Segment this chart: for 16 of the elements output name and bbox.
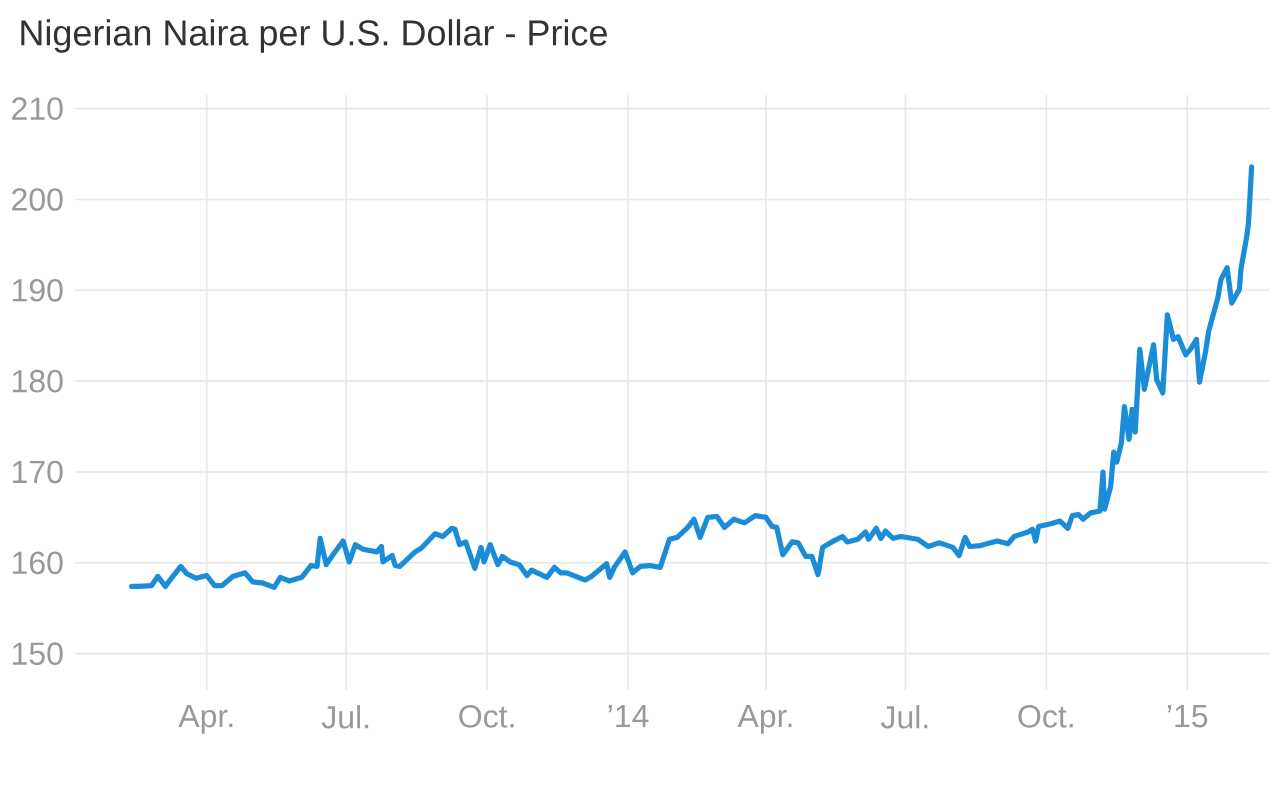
x-tick-label: ’14 (608, 705, 649, 728)
x-tick-label: Oct. (1018, 705, 1073, 728)
x-tick-label: ’15 (1167, 705, 1208, 728)
x-tick-label: Oct. (459, 705, 514, 728)
chart-title: Nigerian Naira per U.S. Dollar - Price (21, 19, 607, 53)
y-tick-label: 200 (12, 188, 63, 211)
y-tick-label: 190 (13, 278, 63, 302)
x-tick-label: Jul. (880, 705, 928, 729)
y-tick-label: 210 (12, 97, 63, 120)
x-tick-label: Apr. (178, 705, 233, 734)
y-tick-label: 160 (13, 551, 63, 575)
y-tick-label: 170 (13, 460, 63, 484)
x-tick-label: Apr. (737, 705, 792, 734)
x-tick-label: Jul. (321, 705, 369, 729)
y-tick-label: 180 (13, 369, 63, 393)
y-tick-label: 150 (13, 642, 63, 665)
